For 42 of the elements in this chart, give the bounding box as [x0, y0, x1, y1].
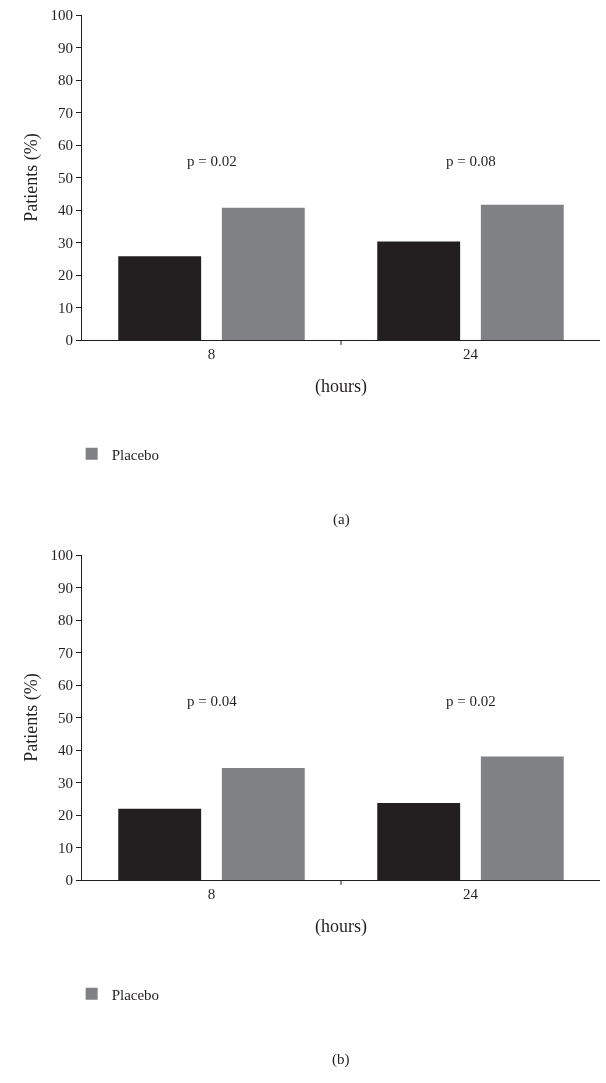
y-tick-label: 40 [58, 202, 73, 219]
y-tick-label: 50 [58, 709, 73, 726]
y-tick-label: 80 [58, 612, 73, 629]
annotation: p = 0.02 [446, 693, 496, 709]
annotation: p = 0.08 [446, 153, 496, 169]
x-axis-title: (hours) [315, 376, 367, 398]
bar [480, 756, 564, 880]
y-tick-label: 70 [58, 104, 73, 121]
y-tick-label: 60 [58, 677, 73, 694]
y-tick-label: 40 [58, 742, 73, 759]
x-axis-title: (hours) [315, 916, 367, 938]
y-tick-label: 0 [65, 872, 73, 889]
x-tick-label: 24 [463, 346, 479, 362]
y-tick-label: 10 [58, 839, 73, 856]
y-axis-title: Patients (%) [20, 133, 42, 222]
y-tick-label: 90 [58, 579, 73, 596]
y-tick-label: 60 [58, 137, 73, 154]
y-tick-label: 10 [58, 299, 73, 316]
y-tick-label: 80 [58, 72, 73, 89]
y-tick-label: 90 [58, 39, 73, 56]
text: (b) [332, 1051, 350, 1068]
bar [221, 767, 305, 880]
annotation: p = 0.02 [187, 153, 237, 169]
y-tick-label: 30 [58, 774, 73, 791]
legend-label: Placebo [111, 446, 160, 463]
y-tick-label: 20 [58, 267, 73, 284]
y-tick-label: 0 [65, 332, 73, 349]
y-tick-label: 50 [58, 169, 73, 186]
y-tick-label: 100 [50, 7, 73, 24]
x-tick-label: 8 [207, 886, 216, 902]
y-tick-label: 30 [58, 234, 73, 251]
x-tick-label: 24 [463, 886, 479, 902]
y-tick-label: 20 [58, 807, 73, 824]
bar [221, 207, 305, 340]
y-axis-title: Patients (%) [20, 673, 42, 762]
x-tick-label: 8 [207, 346, 216, 362]
text: (a) [333, 511, 350, 528]
y-tick-label: 100 [50, 547, 73, 564]
legend-label: Placebo [111, 986, 160, 1003]
bar [480, 204, 564, 340]
y-tick-label: 70 [58, 644, 73, 661]
annotation: p = 0.04 [187, 693, 238, 709]
